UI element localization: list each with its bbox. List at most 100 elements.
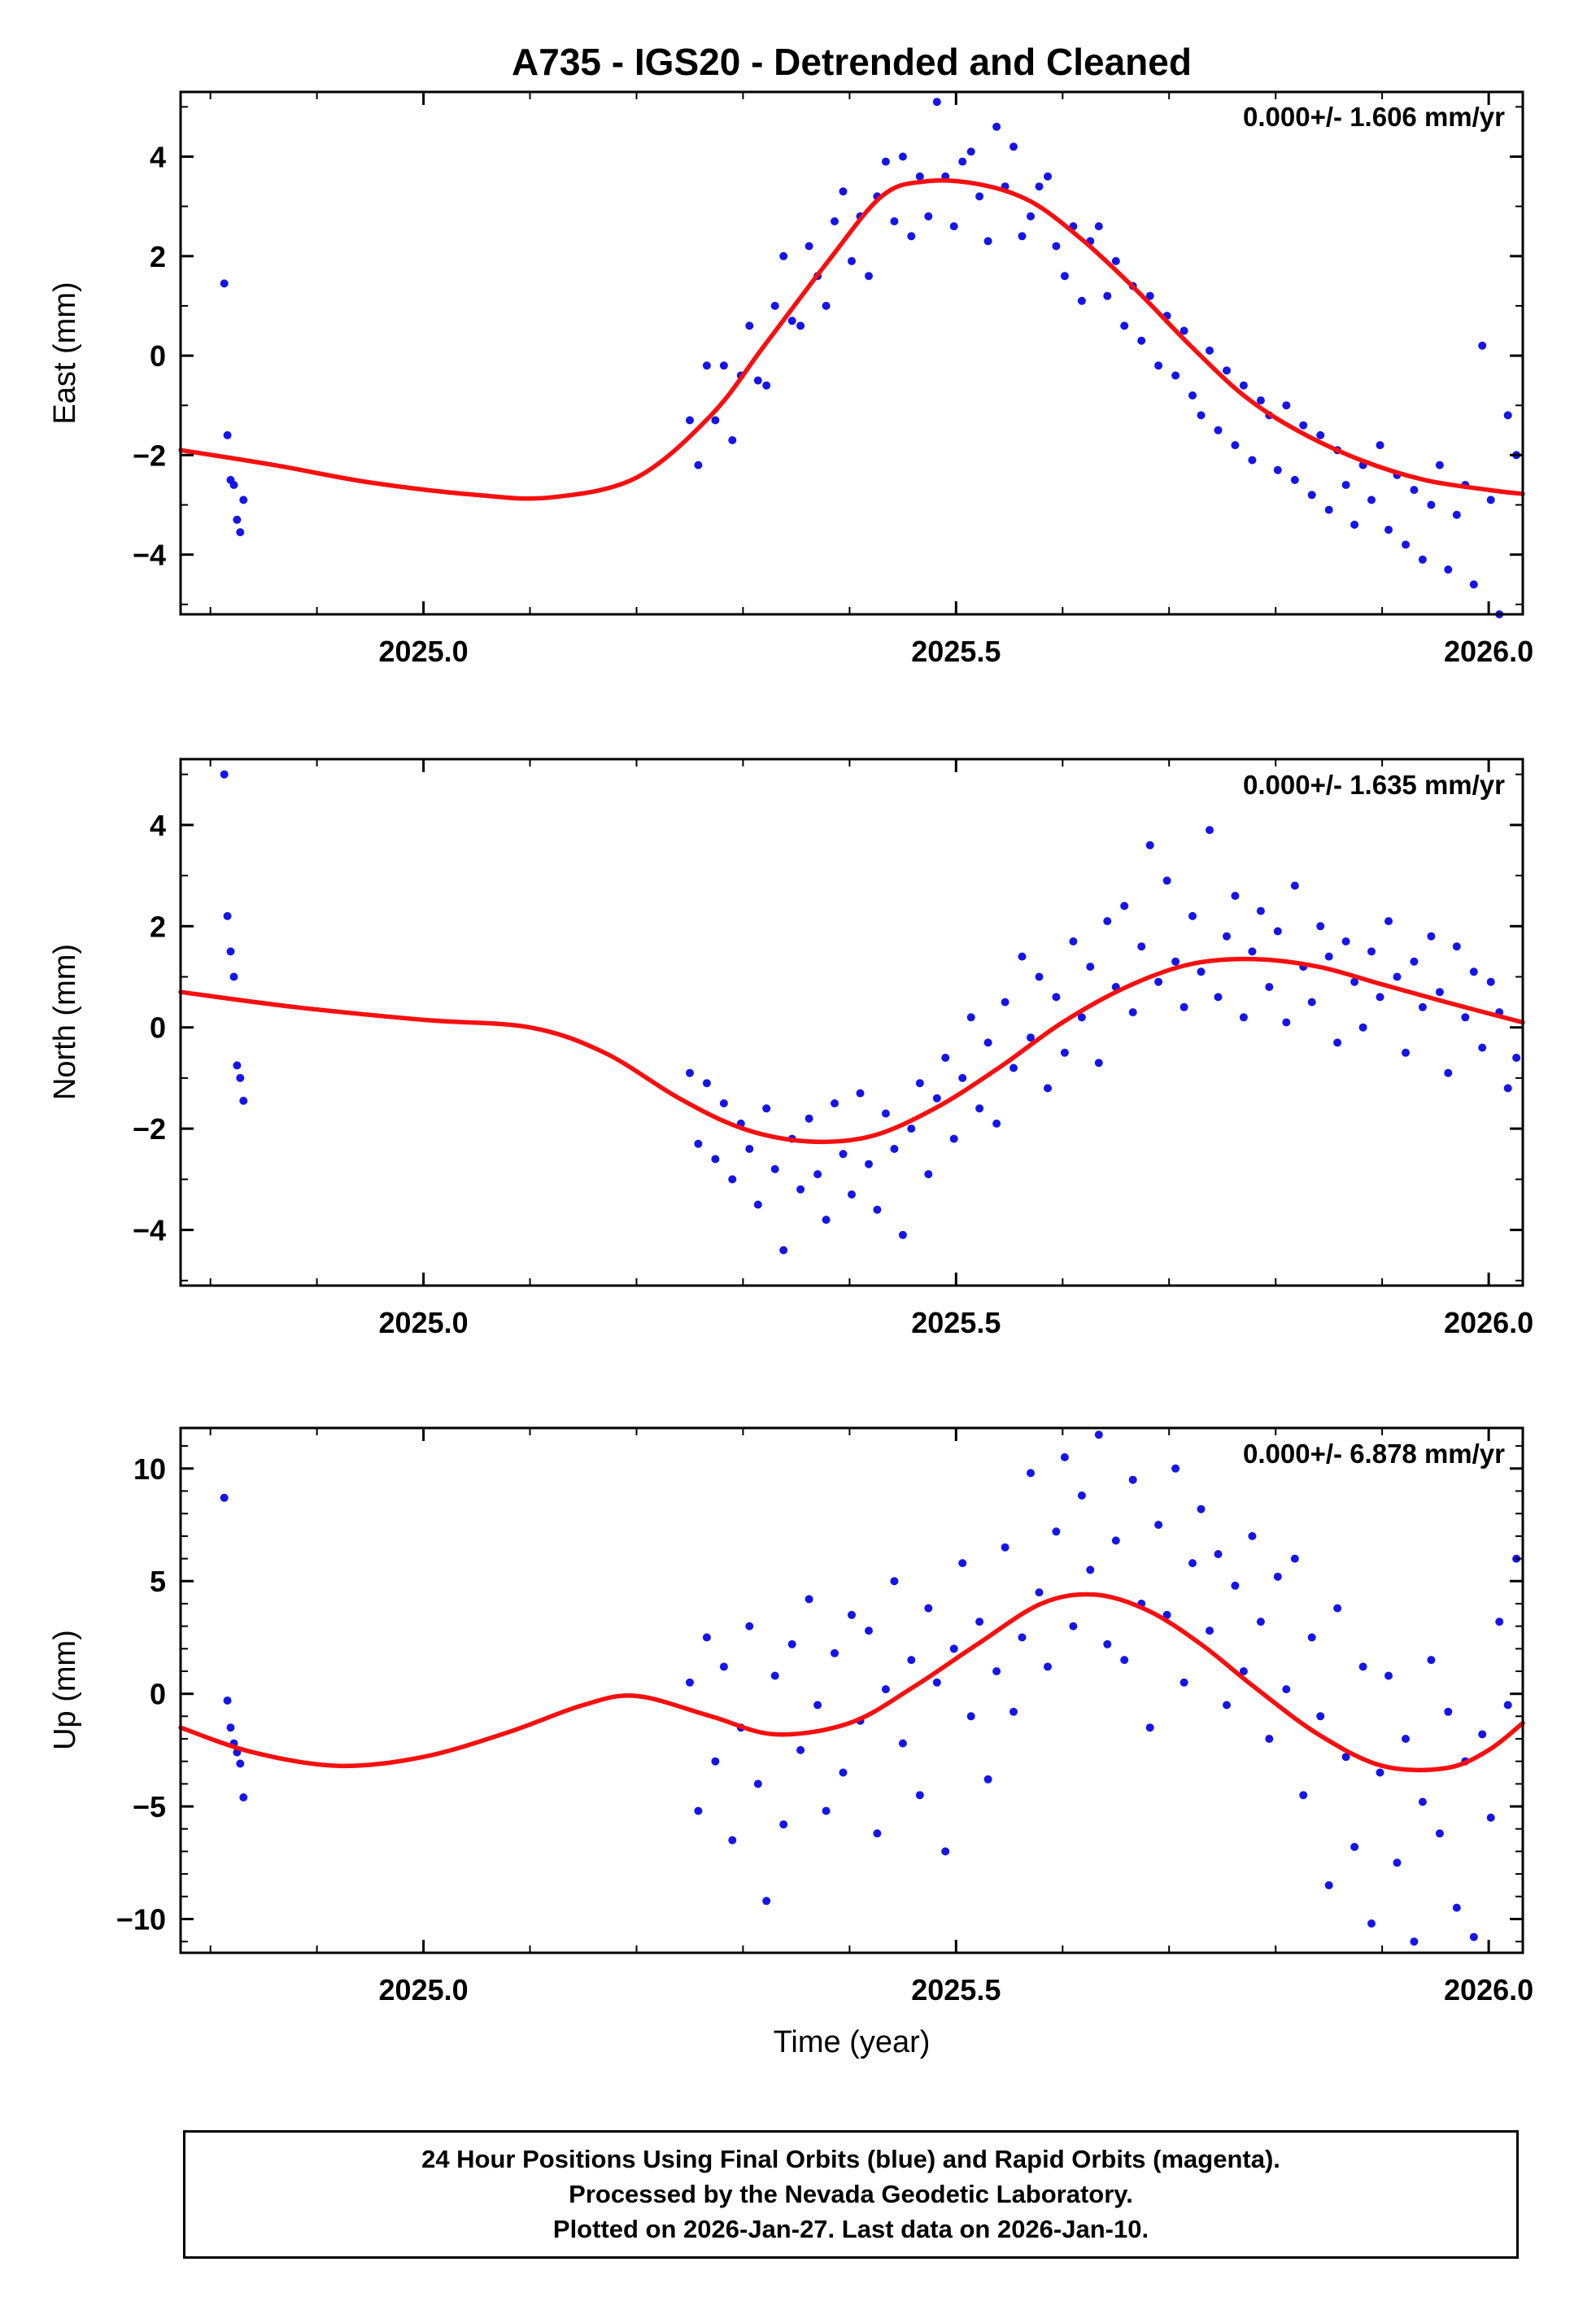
data-point [719,1099,728,1107]
y-tick-label: 0 [150,1011,166,1045]
data-point [233,1061,242,1070]
data-point [1214,1550,1223,1558]
data-point [1316,1712,1325,1721]
data-point [881,1685,890,1694]
data-point [1001,1543,1009,1552]
data-point [1044,1084,1052,1093]
y-tick-label: 4 [150,141,166,174]
data-point [831,217,839,225]
data-point [1427,500,1436,509]
data-point [831,1648,839,1657]
data-point [1206,346,1214,355]
data-point [966,1712,975,1721]
data-point [1044,172,1052,181]
data-point [1018,1633,1027,1642]
data-point [1316,922,1325,931]
data-point [983,1038,992,1047]
data-point [1307,998,1316,1007]
data-point [1376,993,1385,1002]
data-point [1145,291,1154,300]
x-tick-label: 2025.5 [911,1306,1001,1339]
data-point [236,1073,245,1082]
data-point [966,1013,975,1022]
data-point [890,217,899,225]
x-tick-label: 2025.5 [911,635,1001,668]
data-point [992,1667,1001,1675]
data-point [236,1759,245,1768]
data-point [220,770,229,779]
data-point [239,1096,248,1105]
data-point [865,1159,873,1168]
data-point [719,1662,728,1671]
data-point [1418,1797,1427,1806]
data-point [745,1622,754,1631]
data-point [1001,998,1009,1007]
data-point [1018,232,1027,241]
y-tick-label: 2 [150,240,166,273]
x-tick-label: 2026.0 [1444,1306,1533,1339]
data-point [1120,321,1129,330]
data-point [787,317,796,325]
data-point [1248,456,1257,465]
data-point [1478,1043,1487,1052]
y-axis-label-north: North (mm) [48,944,82,1100]
plot-frame-north [179,758,1524,1287]
data-point [1027,1469,1035,1478]
data-point [941,1847,950,1856]
data-point [1248,1531,1257,1540]
data-point [1410,957,1419,966]
data-point [1299,421,1308,430]
data-point [1418,1002,1427,1011]
data-point [1324,1881,1333,1889]
data-point [1367,947,1376,956]
data-point [1120,1656,1129,1665]
plot-frame-east [179,90,1524,616]
data-point [1103,1640,1112,1648]
data-point [839,1150,848,1159]
model-curve-east [178,178,1525,501]
data-point [1341,481,1350,489]
data-point [226,947,235,956]
data-point [1469,1932,1478,1941]
data-point [1256,906,1265,915]
scatter-points-north [220,770,1521,1255]
data-point [975,1104,984,1113]
data-point [1350,977,1359,986]
data-point [1094,222,1103,231]
rate-annotation-up: 0.000+/- 6.878 mm/yr [1243,1439,1505,1469]
data-point [239,1793,248,1801]
data-point [1120,902,1129,910]
data-point [1367,496,1376,504]
data-point [949,1134,958,1143]
data-point [1077,296,1086,305]
data-point [1435,1829,1444,1838]
data-point [1018,952,1027,961]
data-point [1060,1453,1069,1461]
data-point [839,187,848,196]
data-point [822,301,831,310]
y-tick-label: 10 [133,1452,166,1486]
data-point [932,1094,941,1103]
data-point [915,1791,924,1800]
data-point [1402,1735,1410,1743]
data-point [958,157,967,166]
data-point [711,416,720,425]
data-point [898,1230,907,1239]
data-point [1027,212,1035,221]
data-point [1402,540,1410,549]
footer-line-1: 24 Hour Positions Using Final Orbits (bl… [421,2145,1280,2173]
data-point [1231,892,1240,900]
data-point [873,1205,882,1214]
data-point [1103,917,1112,926]
data-point [1461,1013,1470,1022]
data-point [1435,461,1444,469]
data-point [1188,1559,1197,1568]
data-point [762,1104,771,1113]
scatter-points-up [220,1430,1521,1946]
y-tick-label: −4 [133,1214,166,1247]
y-tick-label: −4 [133,539,166,572]
data-point [958,1559,967,1568]
data-point [805,242,813,251]
data-point [1385,917,1393,926]
data-point [1223,932,1231,941]
